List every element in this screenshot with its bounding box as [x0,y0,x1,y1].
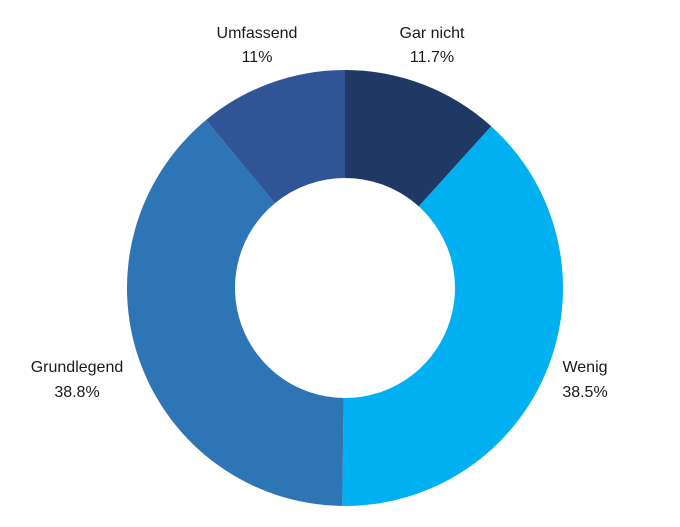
slice-gar-nicht [345,70,492,207]
slice-value-label: 38.8% [54,384,99,401]
slice-label: Umfassend [217,25,298,42]
donut-slices [127,70,563,506]
slice-label: Gar nicht [400,25,465,42]
slice-grundlegend [127,120,344,506]
slice-value-label: 11% [242,49,273,66]
slice-label: Grundlegend [31,359,124,376]
slice-wenig [342,126,563,506]
slice-value-label: 38.5% [562,384,607,401]
slice-umfassend [206,70,345,204]
slice-labels: Gar nicht 11.7% Wenig 38.5% Grundlegend 38.8%… [31,25,608,401]
slice-label: Wenig [562,359,607,376]
slice-value-label: 11.7% [410,49,454,66]
